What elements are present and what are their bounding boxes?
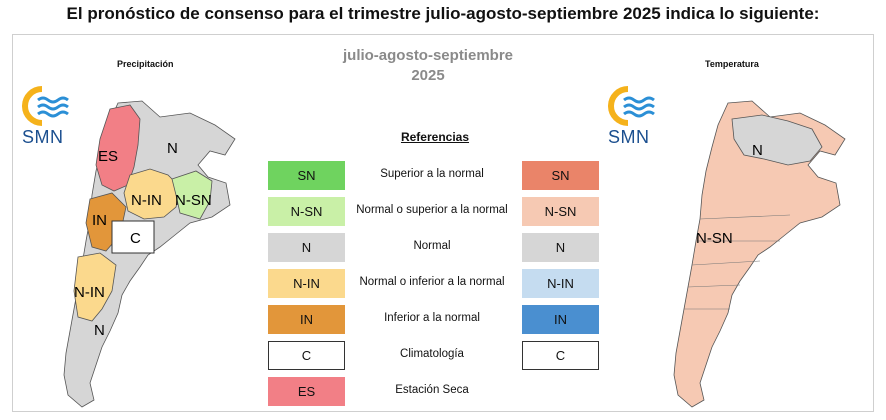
period-title-months: julio-agosto-septiembre [342, 47, 514, 64]
legend-description: Climatología [400, 348, 464, 360]
precipitation-region-n-in-south [73, 252, 117, 322]
legend-precip-swatch: N [268, 233, 345, 262]
precipitation-label-n-sn: N-SN [175, 192, 212, 209]
smn-logo-text-right: SMN [608, 127, 650, 147]
precipitation-label-es: ES [98, 148, 118, 165]
temperature-label-n-sn: N-SN [696, 230, 733, 247]
smn-sun-wave-icon [22, 86, 69, 126]
precipitation-label-c: C [130, 230, 141, 247]
precipitation-label-n-in-center: N-IN [131, 192, 162, 209]
legend-description: Superior a la normal [380, 168, 484, 180]
legend-temp-swatch: IN [522, 305, 599, 334]
legend-precip-swatch: ES [268, 377, 345, 406]
smn-logo-left [22, 86, 72, 131]
legend-precip-swatch: C [268, 341, 345, 370]
page-heading: El pronóstico de consenso para el trimes… [66, 4, 820, 23]
temperature-region-n [731, 114, 823, 166]
precipitation-region-n-in-center [123, 168, 181, 220]
temperature-label-n: N [752, 142, 763, 159]
precipitation-panel-title: Precipitación [117, 59, 174, 69]
legend-temp-swatch: N-IN [522, 269, 599, 298]
legend-temp-swatch: SN [522, 161, 599, 190]
legend-temp-swatch: N [522, 233, 599, 262]
forecast-figure [12, 34, 874, 412]
precipitation-label-n-north: N [167, 140, 178, 157]
precipitation-label-n-south: N [94, 322, 105, 339]
temperature-country-base [673, 100, 846, 408]
references-title: Referencias [400, 130, 470, 144]
legend-temp-swatch: N-SN [522, 197, 599, 226]
precipitation-country-base [63, 100, 236, 408]
precipitation-label-in: IN [92, 212, 107, 229]
legend-precip-swatch: N-IN [268, 269, 345, 298]
period-title: julio-agosto-septiembre 2025 [318, 46, 538, 86]
legend-precip-swatch: N-SN [268, 197, 345, 226]
legend-temp-swatch: C [522, 341, 599, 370]
period-title-year: 2025 [411, 67, 445, 84]
legend-precip-swatch: IN [268, 305, 345, 334]
legend-description: Normal [413, 240, 451, 252]
smn-logo-right [608, 86, 658, 131]
precipitation-label-n-in-south: N-IN [74, 284, 105, 301]
legend-description: Normal o superior a la normal [356, 204, 508, 216]
legend-precip-swatch: SN [268, 161, 345, 190]
legend-description: Inferior a la normal [384, 312, 480, 324]
temperature-province-borders [684, 214, 791, 310]
legend-description: Estación Seca [395, 384, 469, 396]
temperature-map: N N-SN [673, 100, 846, 408]
smn-logo-text-left: SMN [22, 127, 64, 147]
precipitation-region-n-sn [171, 170, 213, 220]
temperature-panel-title: Temperatura [705, 59, 759, 69]
precipitation-region-c [111, 220, 155, 254]
smn-sun-wave-icon [608, 86, 655, 126]
precipitation-map: ES N N-IN N-SN IN C N-IN N [63, 100, 236, 408]
legend-description: Normal o inferior a la normal [359, 276, 505, 288]
